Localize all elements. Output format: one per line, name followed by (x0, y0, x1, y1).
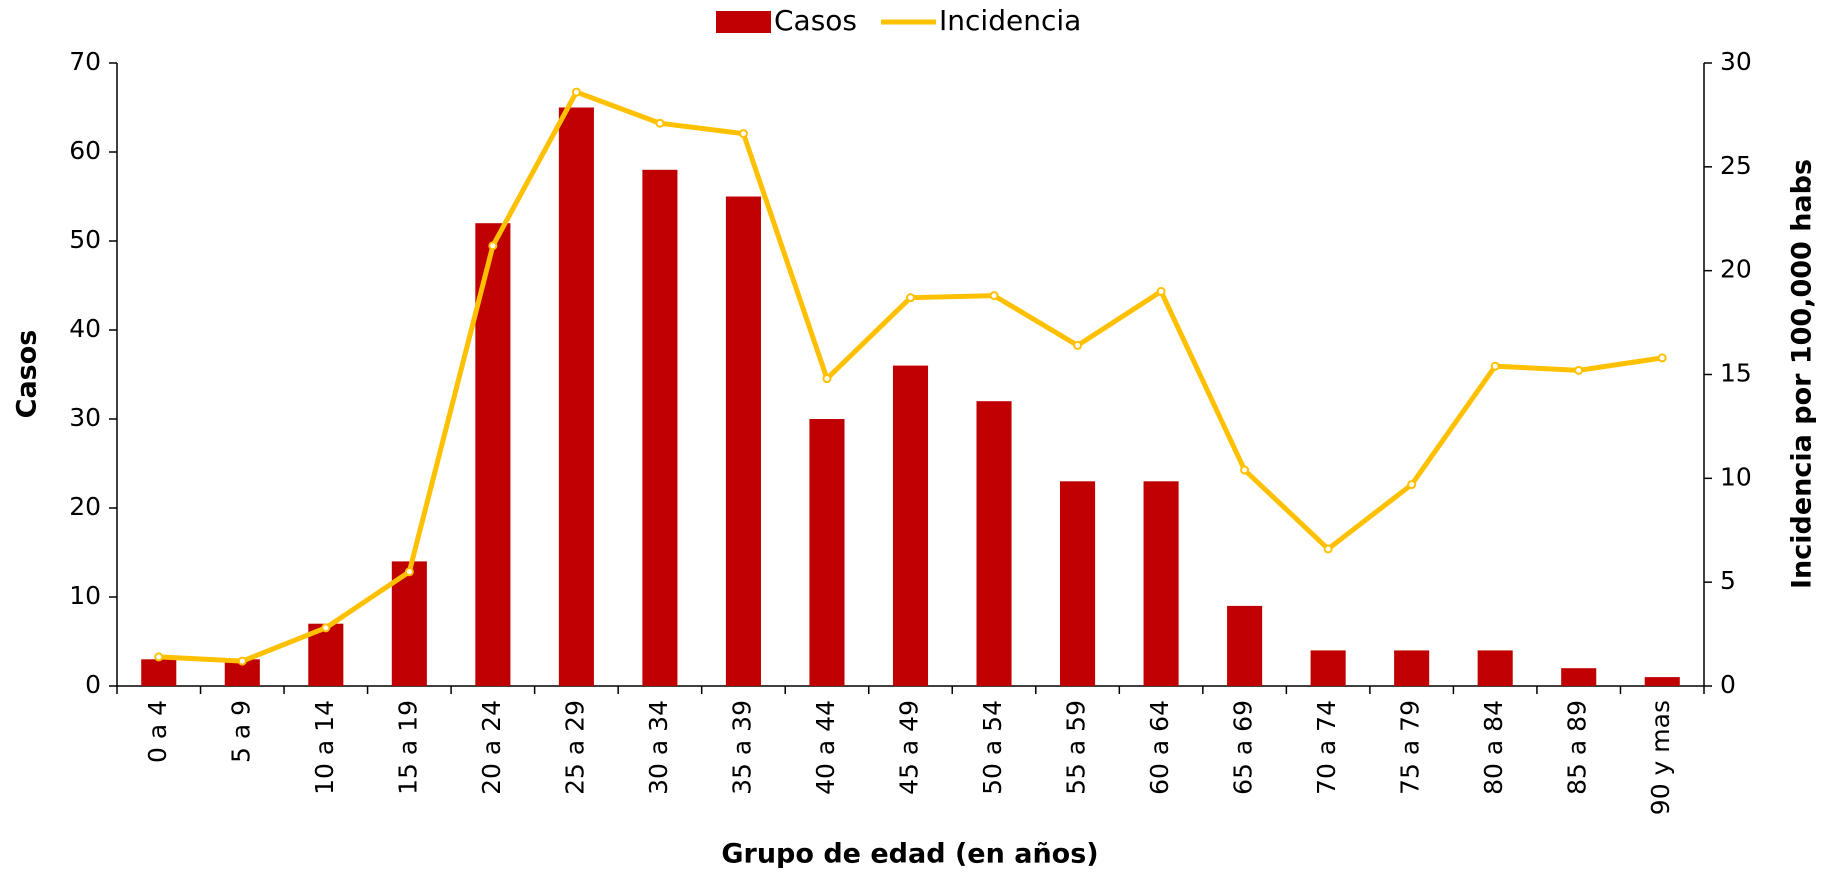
bar (1561, 668, 1597, 686)
line-point (1657, 353, 1667, 363)
bar (1227, 605, 1263, 686)
legend-label: Incidencia (939, 4, 1081, 37)
y2-tick-label: 10 (1720, 462, 1752, 491)
line-point (571, 87, 581, 97)
line-point (989, 291, 999, 301)
x-tick-label: 70 a 74 (1312, 700, 1341, 795)
line-point (1407, 480, 1417, 490)
bar (892, 365, 929, 686)
x-tick-label: 20 a 24 (477, 700, 506, 795)
line-point (237, 656, 247, 666)
x-tick-label: 80 a 84 (1479, 700, 1508, 795)
bar (1644, 677, 1680, 686)
bar (1310, 650, 1346, 686)
bar (1477, 650, 1513, 686)
y-tick-label: 30 (69, 403, 101, 432)
y-tick-label: 60 (69, 136, 101, 165)
bar (809, 419, 845, 686)
x-tick-label: 15 a 19 (393, 700, 422, 795)
x-tick-label: 85 a 89 (1563, 700, 1592, 795)
x-tick-label: 0 a 4 (143, 700, 172, 763)
line-point (1574, 365, 1584, 375)
x-tick-label: 65 a 69 (1229, 700, 1258, 795)
bar (1060, 481, 1096, 686)
line-point (404, 567, 414, 577)
x-tick-label: 10 a 14 (310, 700, 339, 795)
y2-tick-label: 15 (1720, 359, 1752, 388)
y-tick-label: 20 (69, 492, 101, 521)
line-point (1240, 465, 1250, 475)
line-point (1323, 544, 1333, 554)
x-tick-label: 75 a 79 (1396, 700, 1425, 795)
x-tick-label: 35 a 39 (727, 700, 756, 795)
y-tick-label: 70 (69, 47, 101, 76)
x-tick-label: 5 a 9 (226, 700, 255, 763)
x-tick-label: 25 a 29 (560, 700, 589, 795)
line-point (1073, 340, 1083, 350)
line-point (655, 118, 665, 128)
bar (558, 107, 594, 686)
y2-tick-label: 20 (1720, 255, 1752, 284)
x-tick-label: 90 y mas (1646, 700, 1675, 815)
bar (1143, 481, 1179, 686)
bar (725, 196, 761, 686)
y2-tick-label: 0 (1720, 670, 1736, 699)
legend-swatch (716, 11, 771, 33)
line-point (321, 623, 331, 633)
x-tick-label: 55 a 59 (1062, 700, 1091, 795)
line-point (822, 374, 832, 384)
line-point (1490, 361, 1500, 371)
line-point (488, 241, 498, 251)
y2-tick-label: 25 (1720, 151, 1752, 180)
x-axis-title: Grupo de edad (en años) (721, 839, 1098, 870)
line-point (738, 129, 748, 139)
y-axis-title: Casos (12, 330, 43, 419)
y-tick-label: 50 (69, 225, 101, 254)
bar (1394, 650, 1430, 686)
y-tick-label: 40 (69, 314, 101, 343)
legend-label: Casos (774, 4, 857, 37)
y2-tick-label: 5 (1720, 566, 1736, 595)
x-tick-label: 45 a 49 (895, 700, 924, 795)
line-point (154, 652, 164, 662)
bar (976, 401, 1012, 686)
line-point (906, 293, 915, 303)
y2-tick-label: 30 (1720, 47, 1752, 76)
x-tick-label: 50 a 54 (978, 700, 1007, 795)
x-tick-label: 40 a 44 (811, 700, 840, 795)
x-tick-label: 30 a 34 (644, 700, 673, 795)
y-tick-label: 0 (85, 670, 101, 699)
y2-axis-title: Incidencia por 100,000 habs (1787, 159, 1818, 589)
line-point (1156, 286, 1166, 296)
bar (141, 659, 177, 686)
bar (642, 169, 678, 687)
x-tick-label: 60 a 64 (1145, 700, 1174, 795)
y-tick-label: 10 (69, 581, 101, 610)
